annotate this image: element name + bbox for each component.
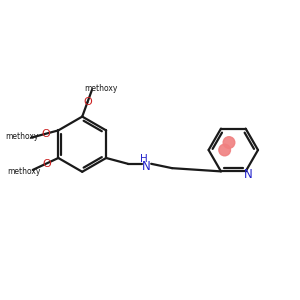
Text: O: O (83, 98, 92, 107)
Text: N: N (244, 168, 253, 182)
Text: methoxy: methoxy (7, 167, 40, 176)
Circle shape (219, 144, 230, 156)
Text: methoxy: methoxy (85, 84, 118, 93)
Text: O: O (42, 129, 50, 139)
Text: methoxy: methoxy (5, 132, 38, 141)
Text: N: N (142, 160, 150, 172)
Text: O: O (43, 159, 51, 170)
Text: H: H (140, 154, 148, 164)
Circle shape (223, 137, 235, 148)
